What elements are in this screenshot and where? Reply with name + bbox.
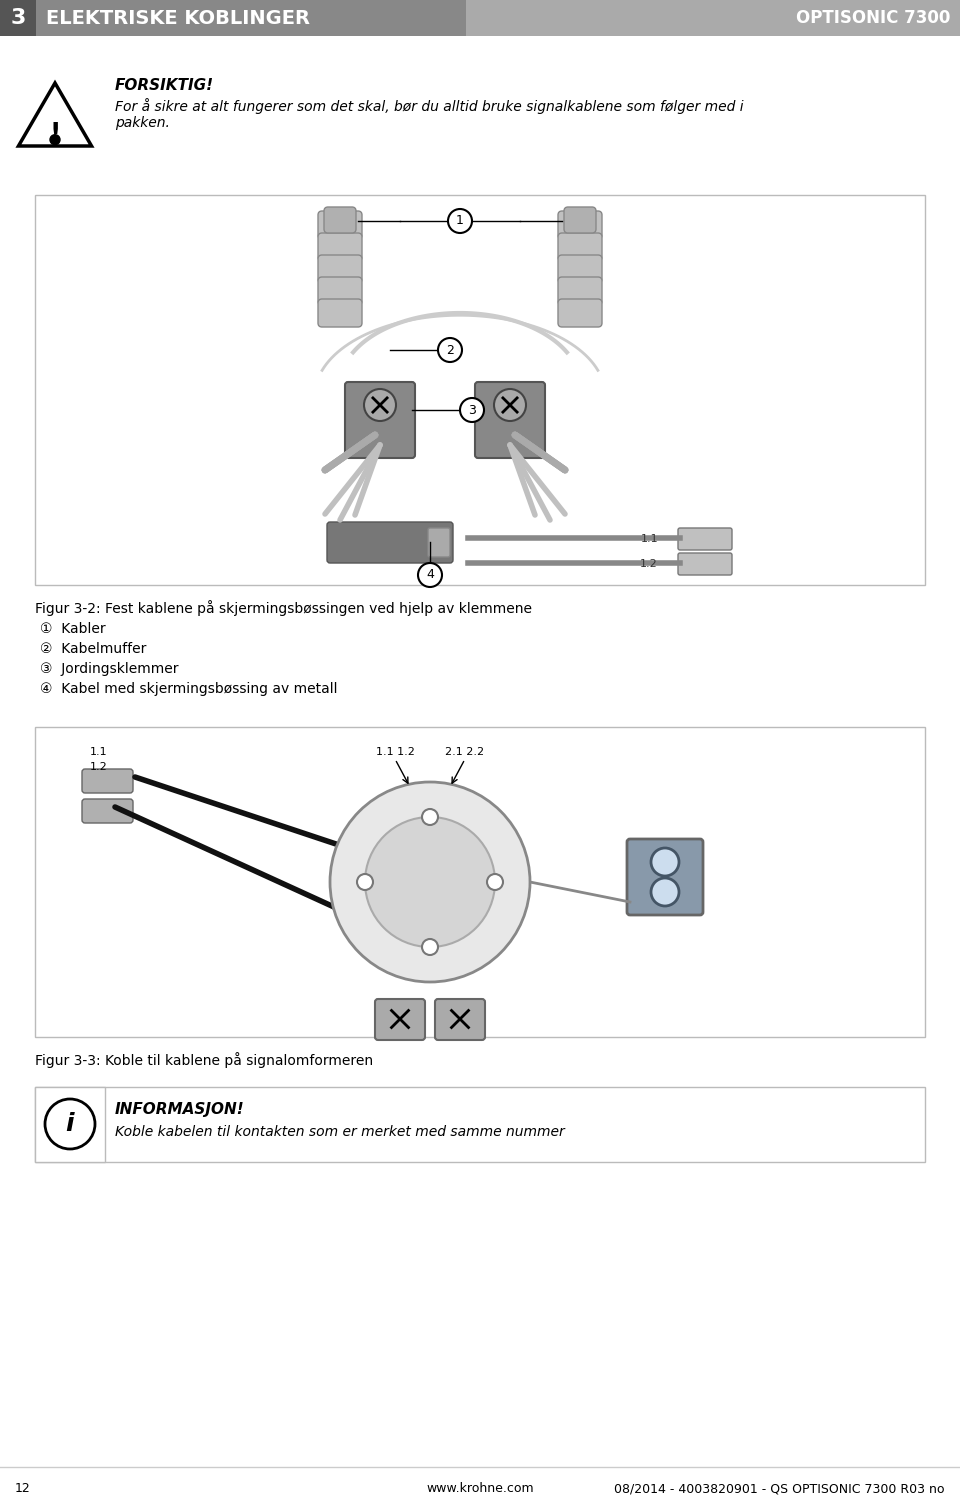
FancyBboxPatch shape <box>35 1087 925 1163</box>
FancyBboxPatch shape <box>627 839 703 915</box>
Circle shape <box>494 389 526 420</box>
FancyBboxPatch shape <box>558 299 602 327</box>
Text: For å sikre at alt fungerer som det skal, bør du alltid bruke signalkablene som : For å sikre at alt fungerer som det skal… <box>115 98 744 113</box>
Text: ELEKTRISKE KOBLINGER: ELEKTRISKE KOBLINGER <box>46 9 310 27</box>
FancyBboxPatch shape <box>36 0 466 36</box>
Text: 3: 3 <box>468 404 476 416</box>
FancyBboxPatch shape <box>564 207 596 233</box>
Text: 4: 4 <box>426 569 434 582</box>
Text: Figur 3-2: Fest kablene på skjermingsbøssingen ved hjelp av klemmene: Figur 3-2: Fest kablene på skjermingsbøs… <box>35 600 532 615</box>
FancyBboxPatch shape <box>318 277 362 305</box>
Circle shape <box>651 848 679 875</box>
FancyBboxPatch shape <box>428 528 450 556</box>
Text: 1: 1 <box>456 215 464 227</box>
Circle shape <box>448 209 472 233</box>
Text: ①  Kabler: ① Kabler <box>40 621 106 637</box>
Text: OPTISONIC 7300: OPTISONIC 7300 <box>796 9 950 27</box>
Text: ④  Kabel med skjermingsbøssing av metall: ④ Kabel med skjermingsbøssing av metall <box>40 682 338 696</box>
Polygon shape <box>18 83 91 147</box>
FancyBboxPatch shape <box>318 256 362 283</box>
Text: 1.1: 1.1 <box>640 534 658 544</box>
Circle shape <box>50 135 60 145</box>
Circle shape <box>422 939 438 956</box>
FancyBboxPatch shape <box>558 277 602 305</box>
Text: Figur 3-3: Koble til kablene på signalomformeren: Figur 3-3: Koble til kablene på signalom… <box>35 1052 373 1067</box>
Text: 1.2: 1.2 <box>640 559 658 569</box>
Text: 2: 2 <box>446 343 454 357</box>
Text: 1.2: 1.2 <box>90 762 108 773</box>
FancyBboxPatch shape <box>558 212 602 239</box>
FancyBboxPatch shape <box>558 233 602 262</box>
Text: 3: 3 <box>11 8 26 29</box>
FancyBboxPatch shape <box>466 0 960 36</box>
Circle shape <box>365 816 495 947</box>
Text: 1.1: 1.1 <box>90 747 108 758</box>
FancyBboxPatch shape <box>327 522 453 562</box>
Text: i: i <box>65 1111 74 1136</box>
Text: INFORMASJON!: INFORMASJON! <box>115 1102 245 1117</box>
Text: ③  Jordingsklemmer: ③ Jordingsklemmer <box>40 662 179 676</box>
Text: 2.1 2.2: 2.1 2.2 <box>445 747 485 758</box>
FancyBboxPatch shape <box>82 798 133 823</box>
Text: 12: 12 <box>15 1482 31 1495</box>
FancyBboxPatch shape <box>318 299 362 327</box>
FancyBboxPatch shape <box>475 383 545 458</box>
FancyBboxPatch shape <box>435 999 485 1040</box>
FancyBboxPatch shape <box>324 207 356 233</box>
Circle shape <box>487 874 503 891</box>
FancyBboxPatch shape <box>82 770 133 792</box>
Circle shape <box>357 874 373 891</box>
FancyBboxPatch shape <box>678 528 732 550</box>
Circle shape <box>364 389 396 420</box>
FancyBboxPatch shape <box>318 212 362 239</box>
Text: pakken.: pakken. <box>115 116 170 130</box>
Text: 08/2014 - 4003820901 - QS OPTISONIC 7300 R03 no: 08/2014 - 4003820901 - QS OPTISONIC 7300… <box>614 1482 945 1495</box>
Circle shape <box>45 1099 95 1149</box>
Text: FORSIKTIG!: FORSIKTIG! <box>115 79 214 94</box>
FancyBboxPatch shape <box>678 553 732 575</box>
FancyBboxPatch shape <box>345 383 415 458</box>
Text: Koble kabelen til kontakten som er merket med samme nummer: Koble kabelen til kontakten som er merke… <box>115 1125 564 1139</box>
Circle shape <box>438 339 462 361</box>
FancyBboxPatch shape <box>375 999 425 1040</box>
FancyBboxPatch shape <box>35 195 925 585</box>
Circle shape <box>460 398 484 422</box>
Circle shape <box>422 809 438 826</box>
Circle shape <box>651 878 679 906</box>
Text: www.krohne.com: www.krohne.com <box>426 1482 534 1495</box>
Circle shape <box>330 782 530 981</box>
Text: !: ! <box>49 121 60 145</box>
Text: ②  Kabelmuffer: ② Kabelmuffer <box>40 643 146 656</box>
FancyBboxPatch shape <box>35 727 925 1037</box>
FancyBboxPatch shape <box>35 1087 105 1163</box>
Text: 1.1 1.2: 1.1 1.2 <box>375 747 415 758</box>
FancyBboxPatch shape <box>558 256 602 283</box>
Circle shape <box>418 562 442 587</box>
FancyBboxPatch shape <box>318 233 362 262</box>
FancyBboxPatch shape <box>0 0 36 36</box>
